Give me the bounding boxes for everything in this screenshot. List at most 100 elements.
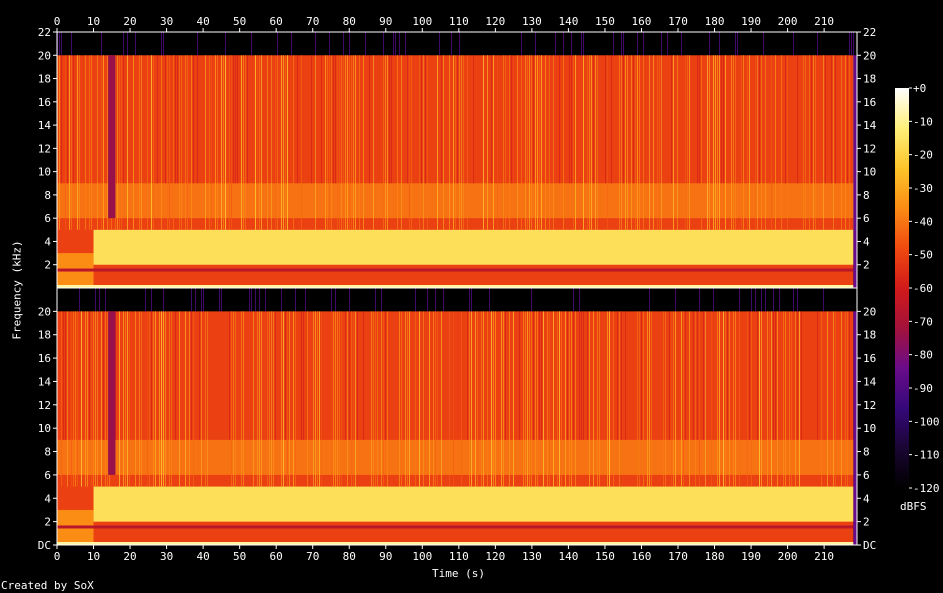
x-tick-label-top: 30 (160, 15, 173, 28)
colorbar-tick-label: +0 (913, 82, 926, 95)
x-tick-label-top: 60 (270, 15, 283, 28)
x-tick-label-bottom: 90 (379, 550, 392, 563)
y-tick-label-left: 6 (44, 212, 51, 225)
y-tick-label-left: 18 (38, 73, 51, 86)
y-tick-label-left: 14 (38, 119, 52, 132)
quiet-gap (108, 311, 116, 475)
y-tick-label-right: 6 (863, 212, 870, 225)
colorbar-tick-label: -100 (913, 415, 940, 428)
bright-band (93, 229, 854, 265)
y-tick-label-left: 10 (38, 422, 51, 435)
x-tick-label-top: 110 (449, 15, 469, 28)
x-tick-label-bottom: 210 (814, 550, 834, 563)
y-tick-label-left: 16 (38, 96, 51, 109)
x-axis-label: Time (s) (432, 567, 485, 580)
y-tick-label-left: 22 (38, 26, 51, 39)
tail-fade (853, 55, 857, 288)
colorbar-tick-label: -120 (913, 482, 940, 495)
y-tick-label-right: 18 (863, 73, 876, 86)
x-tick-label-top: 100 (412, 15, 432, 28)
x-tick-label-top: 180 (705, 15, 725, 28)
y-tick-label-right: 20 (863, 305, 876, 318)
x-tick-label-bottom: 120 (485, 550, 505, 563)
y-tick-label-right: DC (863, 539, 876, 552)
y-tick-label-right: 12 (863, 142, 876, 155)
y-tick-label-left: 4 (44, 492, 51, 505)
y-tick-label-right: 8 (863, 189, 870, 202)
x-tick-label-top: 130 (522, 15, 542, 28)
x-tick-label-top: 70 (306, 15, 319, 28)
dc-line (57, 285, 854, 288)
y-tick-label-right: 22 (863, 26, 876, 39)
x-tick-label-top: 40 (196, 15, 209, 28)
colorbar (895, 88, 909, 488)
colorbar-tick-label: -40 (913, 215, 933, 228)
y-tick-label-right: 14 (863, 119, 877, 132)
y-tick-label-right: 14 (863, 375, 877, 388)
x-tick-label-bottom: 200 (778, 550, 798, 563)
dc-line (57, 542, 854, 545)
notch-line (57, 268, 854, 272)
colorbar-tick-label: -50 (913, 249, 933, 262)
colorbar-tick-label: -10 (913, 115, 933, 128)
y-tick-label-left: 12 (38, 142, 51, 155)
y-tick-label-left: 12 (38, 399, 51, 412)
x-tick-label-top: 170 (668, 15, 688, 28)
y-tick-label-right: 4 (863, 235, 870, 248)
x-tick-label-bottom: 100 (412, 550, 432, 563)
y-tick-label-right: 6 (863, 469, 870, 482)
colorbar-tick-label: -60 (913, 282, 933, 295)
x-tick-label-top: 10 (87, 15, 100, 28)
colorbar-tick-label: -110 (913, 449, 940, 462)
y-tick-label-left: DC (38, 539, 51, 552)
y-tick-label-left: 2 (44, 259, 51, 272)
x-tick-label-bottom: 20 (123, 550, 136, 563)
sox-credit: Created by SoX (1, 579, 94, 592)
x-tick-label-bottom: 140 (558, 550, 578, 563)
x-tick-label-top: 80 (343, 15, 356, 28)
x-tick-label-top: 20 (123, 15, 136, 28)
y-tick-label-right: 16 (863, 352, 876, 365)
colorbar-label: dBFS (900, 500, 927, 513)
y-tick-label-right: 2 (863, 259, 870, 272)
x-tick-label-top: 200 (778, 15, 798, 28)
y-tick-label-right: 10 (863, 422, 876, 435)
x-tick-label-top: 120 (485, 15, 505, 28)
notch-line (57, 525, 854, 529)
x-tick-label-bottom: 190 (741, 550, 761, 563)
colorbar-tick-label: -90 (913, 382, 933, 395)
x-tick-label-bottom: 130 (522, 550, 542, 563)
x-tick-label-bottom: 60 (270, 550, 283, 563)
x-tick-label-top: 210 (814, 15, 834, 28)
panel-frame (56, 287, 858, 546)
quiet-gap (108, 55, 116, 219)
x-tick-label-bottom: 180 (705, 550, 725, 563)
x-tick-label-bottom: 80 (343, 550, 356, 563)
x-tick-label-top: 140 (558, 15, 578, 28)
x-tick-label-top: 190 (741, 15, 761, 28)
y-tick-label-left: 2 (44, 516, 51, 529)
spectrogram-panel-1 (56, 31, 858, 289)
colorbar-tick-label: -30 (913, 182, 933, 195)
colorbar-tick-label: -70 (913, 315, 933, 328)
x-tick-label-bottom: 160 (632, 550, 652, 563)
y-tick-label-right: 10 (863, 166, 876, 179)
colorbar-tick-label: -80 (913, 349, 933, 362)
mid-band (57, 183, 854, 219)
y-tick-label-right: 20 (863, 49, 876, 62)
y-tick-label-left: 14 (38, 375, 52, 388)
x-tick-label-bottom: 30 (160, 550, 173, 563)
y-tick-label-left: 10 (38, 166, 51, 179)
y-tick-label-left: 20 (38, 49, 51, 62)
x-tick-label-bottom: 50 (233, 550, 246, 563)
y-tick-label-left: 16 (38, 352, 51, 365)
x-tick-label-top: 0 (54, 15, 61, 28)
y-axis-label: Frequency (kHz) (10, 240, 24, 340)
x-tick-label-bottom: 150 (595, 550, 615, 563)
x-tick-label-bottom: 110 (449, 550, 469, 563)
y-tick-label-right: 4 (863, 492, 870, 505)
x-tick-label-top: 90 (379, 15, 392, 28)
y-tick-label-right: 2 (863, 516, 870, 529)
y-tick-label-left: 20 (38, 305, 51, 318)
